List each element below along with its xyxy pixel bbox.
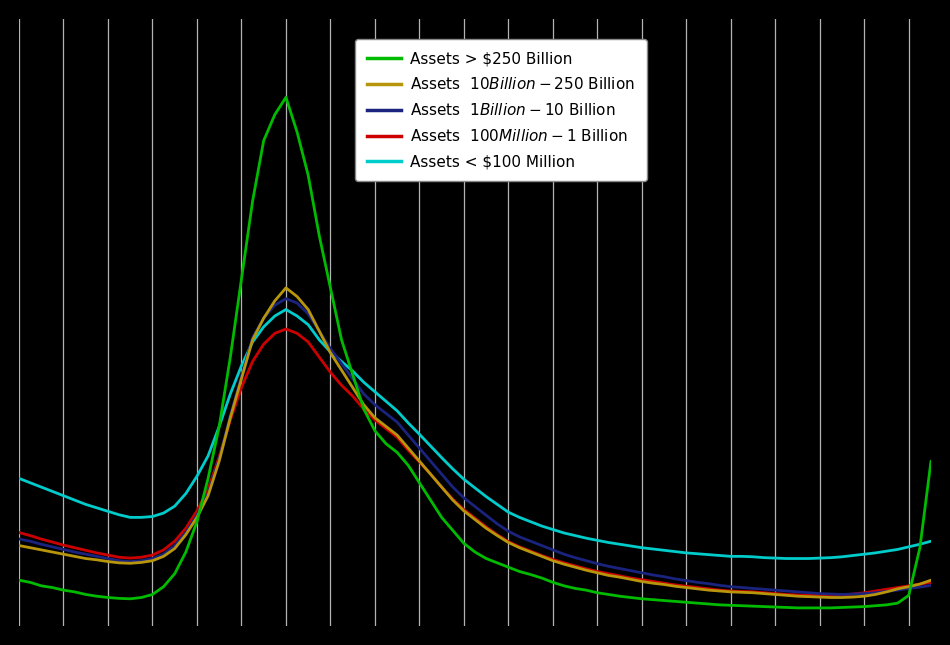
Assets  $10 Billion - $250 Billion xyxy=(13,542,25,550)
Assets  $1 Billion - $10 Billion xyxy=(680,577,692,584)
Line: Assets  $10 Billion - $250 Billion: Assets $10 Billion - $250 Billion xyxy=(19,288,931,597)
Assets < $100 Million xyxy=(280,306,292,313)
Assets  $10 Billion - $250 Billion xyxy=(280,284,292,292)
Assets  $10 Billion - $250 Billion xyxy=(736,588,748,596)
Assets  $1 Billion - $10 Billion xyxy=(280,295,292,303)
Assets  $1 Billion - $10 Billion xyxy=(13,535,25,543)
Assets < $100 Million xyxy=(146,513,158,521)
Assets  $1 Billion - $10 Billion xyxy=(836,591,847,599)
Assets < $100 Million xyxy=(69,496,81,504)
Assets < $100 Million xyxy=(736,553,748,561)
Assets  $10 Billion - $250 Billion xyxy=(925,577,937,584)
Assets > $250 Billion xyxy=(569,584,580,592)
Assets  $10 Billion - $250 Billion xyxy=(69,553,81,561)
Assets  $10 Billion - $250 Billion xyxy=(569,563,580,571)
Assets < $100 Million xyxy=(569,531,580,539)
Assets > $250 Billion xyxy=(146,591,158,599)
Assets > $250 Billion xyxy=(69,588,81,596)
Assets  $100 Million - $1 Billion xyxy=(69,544,81,551)
Assets  $100 Million - $1 Billion xyxy=(202,486,214,493)
Assets  $100 Million - $1 Billion xyxy=(569,562,580,570)
Assets  $1 Billion - $10 Billion xyxy=(69,548,81,556)
Assets  $100 Million - $1 Billion xyxy=(146,551,158,559)
Assets < $100 Million xyxy=(781,555,792,562)
Line: Assets  $1 Billion - $10 Billion: Assets $1 Billion - $10 Billion xyxy=(19,299,931,595)
Assets > $250 Billion xyxy=(736,602,748,610)
Assets < $100 Million xyxy=(925,537,937,545)
Assets  $1 Billion - $10 Billion xyxy=(925,582,937,590)
Assets  $1 Billion - $10 Billion xyxy=(569,554,580,562)
Assets > $250 Billion xyxy=(280,94,292,101)
Assets  $100 Million - $1 Billion xyxy=(680,582,692,590)
Assets  $10 Billion - $250 Billion xyxy=(202,492,214,500)
Assets > $250 Billion xyxy=(13,577,25,584)
Assets  $1 Billion - $10 Billion xyxy=(202,490,214,497)
Assets < $100 Million xyxy=(680,549,692,557)
Legend: Assets > $250 Billion, Assets  $10 Billion - $250 Billion, Assets  $1 Billion - : Assets > $250 Billion, Assets $10 Billio… xyxy=(355,39,647,181)
Assets  $10 Billion - $250 Billion xyxy=(680,584,692,591)
Assets  $100 Million - $1 Billion xyxy=(925,579,937,586)
Line: Assets  $100 Million - $1 Billion: Assets $100 Million - $1 Billion xyxy=(19,329,931,595)
Assets > $250 Billion xyxy=(925,457,937,465)
Assets  $100 Million - $1 Billion xyxy=(13,529,25,537)
Assets  $100 Million - $1 Billion xyxy=(280,325,292,333)
Assets < $100 Million xyxy=(202,452,214,460)
Assets  $100 Million - $1 Billion xyxy=(803,591,814,599)
Line: Assets > $250 Billion: Assets > $250 Billion xyxy=(19,97,931,608)
Assets > $250 Billion xyxy=(680,599,692,606)
Assets  $10 Billion - $250 Billion xyxy=(826,593,837,601)
Line: Assets < $100 Million: Assets < $100 Million xyxy=(19,310,931,559)
Assets < $100 Million xyxy=(13,475,25,482)
Assets > $250 Billion xyxy=(792,604,804,611)
Assets  $10 Billion - $250 Billion xyxy=(146,557,158,564)
Assets  $100 Million - $1 Billion xyxy=(736,588,748,595)
Assets > $250 Billion xyxy=(202,475,214,482)
Assets  $1 Billion - $10 Billion xyxy=(146,555,158,562)
Assets  $1 Billion - $10 Billion xyxy=(736,584,748,591)
